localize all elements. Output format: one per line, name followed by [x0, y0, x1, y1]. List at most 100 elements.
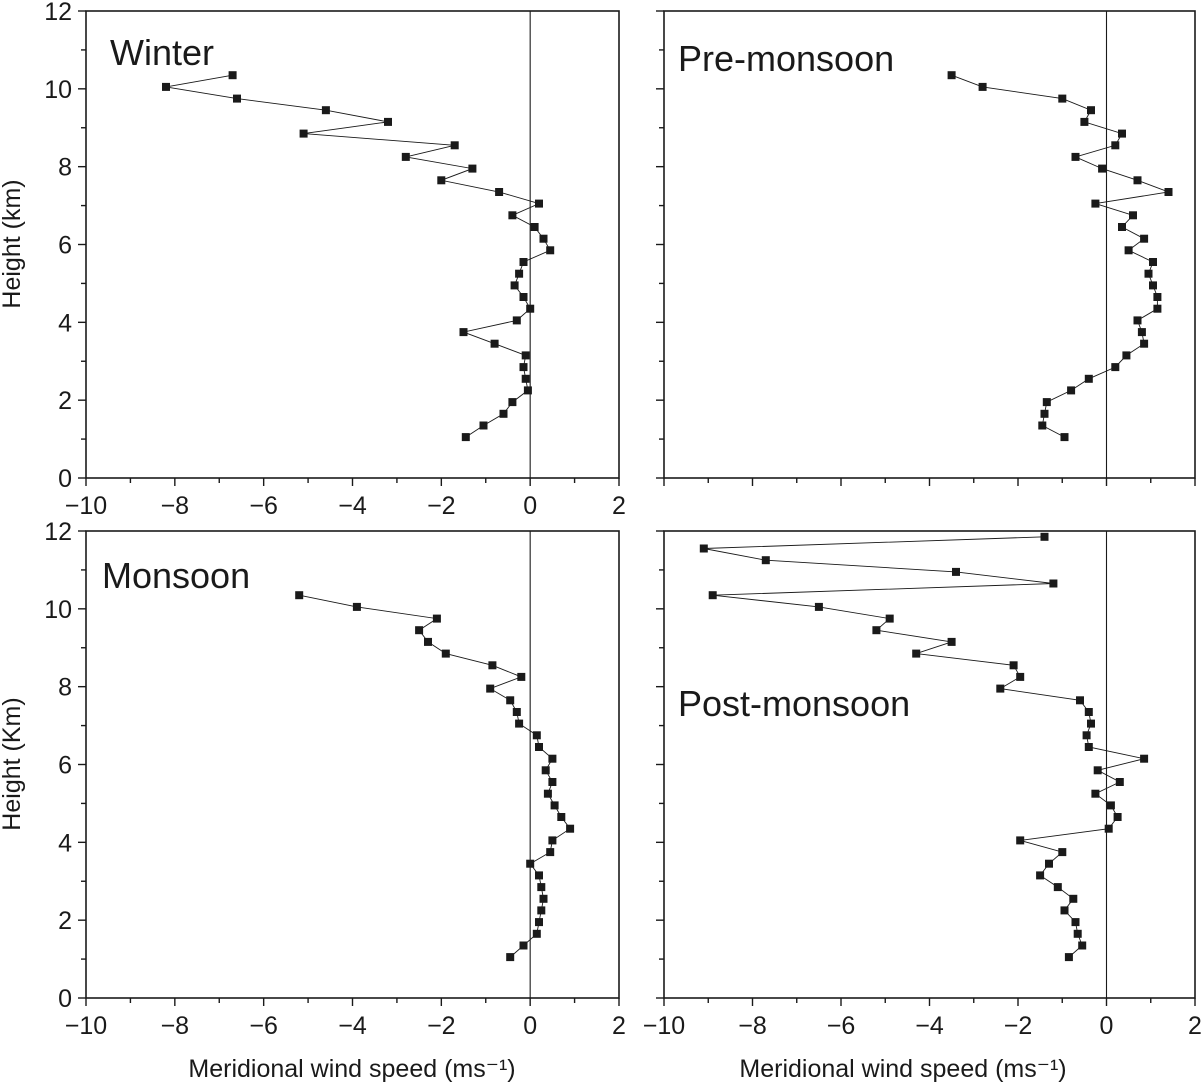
winter-x-tick-label: −4	[338, 492, 367, 520]
winter-data-point	[233, 94, 241, 103]
winter-data-point	[450, 141, 459, 150]
winter-x-tick-label: 2	[612, 492, 626, 520]
post-monsoon-data-point	[1069, 894, 1078, 903]
winter-data-point	[384, 117, 392, 126]
post-monsoon-data-point	[1093, 766, 1102, 775]
monsoon-y-tick-label: 4	[58, 829, 72, 857]
post-monsoon-x-tick-label: 2	[1188, 1012, 1202, 1040]
winter-x-tick-label: −10	[65, 492, 107, 520]
pre-monsoon-data-point	[1153, 293, 1162, 301]
post-monsoon-data-point	[1045, 859, 1053, 868]
pre-monsoon-data-point	[1140, 339, 1149, 348]
post-monsoon-data-point	[1060, 906, 1069, 915]
winter-profile-line	[165, 74, 551, 438]
monsoon-data-point	[515, 719, 524, 728]
pre-monsoon-data-point	[1133, 316, 1142, 325]
monsoon-data-point	[543, 789, 552, 798]
winter-data-point	[495, 188, 504, 196]
winter-data-point	[519, 293, 528, 301]
winter-data-point	[546, 246, 555, 255]
post-monsoon-panel-title: Post-monsoon	[678, 683, 910, 724]
pre-monsoon-data-point	[1118, 223, 1126, 231]
monsoon-x-tick-label: −8	[161, 1012, 190, 1040]
post-monsoon-data-point	[1064, 953, 1073, 962]
monsoon-data-point	[432, 614, 441, 623]
post-monsoon-x-tick-label: −6	[827, 1012, 856, 1040]
winter-y-tick-labels: 0 2 4 6 8 10 12	[44, 0, 72, 493]
winter-data-point	[523, 386, 532, 395]
winter-data-point	[459, 328, 468, 337]
monsoon-x-tick-labels: −10 −8 −6 −4 −2 0 2	[65, 1012, 626, 1040]
winter-series	[162, 71, 555, 442]
pre-monsoon-data-point	[1084, 374, 1093, 383]
monsoon-data-point	[537, 883, 546, 892]
monsoon-data-point	[548, 754, 557, 763]
monsoon-plot-frame	[85, 530, 620, 999]
winter-x-tick-labels: −10 −8 −6 −4 −2 0 2	[65, 492, 626, 520]
monsoon-data-point	[512, 708, 521, 716]
winter-data-point	[515, 269, 524, 278]
monsoon-data-point	[548, 778, 557, 786]
monsoon-y-tick-label: 0	[58, 985, 72, 1013]
winter-data-point	[299, 129, 308, 138]
monsoon-data-point	[532, 929, 541, 938]
post-monsoon-data-point	[1091, 789, 1100, 798]
post-monsoon-data-point	[952, 567, 960, 576]
monsoon-data-point	[539, 894, 548, 903]
post-monsoon-data-point	[1078, 941, 1087, 950]
post-monsoon-data-point	[1040, 532, 1049, 541]
monsoon-x-axis-title: Meridional wind speed (ms⁻¹)	[188, 1055, 515, 1083]
winter-data-point	[401, 152, 410, 161]
post-monsoon-data-point	[1049, 579, 1058, 588]
monsoon-data-point	[352, 602, 361, 611]
monsoon-data-point	[424, 637, 432, 646]
post-monsoon-data-point	[885, 614, 894, 623]
monsoon-data-point	[415, 626, 424, 635]
pre-monsoon-data-point	[1164, 188, 1173, 196]
post-monsoon-data-point	[1115, 778, 1124, 786]
post-monsoon-data-point	[1036, 871, 1045, 880]
post-monsoon-data-point	[761, 556, 770, 565]
pre-monsoon-data-point	[1111, 363, 1120, 372]
winter-x-tick-label: −6	[249, 492, 278, 520]
pre-monsoon-data-point	[1133, 176, 1142, 185]
winter-data-point	[519, 363, 528, 372]
post-monsoon-panel: Post-monsoon −10 −8 −6 −4 −2 0 2 Meridional wi…	[643, 530, 1202, 1083]
post-monsoon-data-point	[1084, 743, 1093, 751]
post-monsoon-data-point	[699, 544, 708, 553]
post-monsoon-plot-frame	[663, 530, 1196, 999]
winter-data-point	[521, 351, 530, 360]
winter-panel-title: Winter	[110, 32, 214, 73]
monsoon-data-point	[441, 649, 450, 658]
winter-y-tick-label: 8	[58, 154, 72, 182]
pre-monsoon-data-point	[1122, 351, 1131, 360]
monsoon-y-tick-label: 6	[58, 752, 72, 780]
winter-x-tick-label: 0	[523, 492, 537, 520]
monsoon-data-point	[546, 848, 555, 857]
post-monsoon-data-point	[708, 591, 717, 600]
winter-ticks	[78, 10, 620, 486]
monsoon-data-point	[486, 684, 495, 693]
winter-data-point	[508, 211, 517, 220]
monsoon-data-point	[535, 871, 543, 880]
pre-monsoon-data-point	[1153, 304, 1162, 313]
winter-data-point	[228, 71, 237, 80]
monsoon-y-axis-title: Height (Km)	[0, 697, 26, 830]
pre-monsoon-data-point	[1042, 398, 1051, 407]
post-monsoon-data-point	[1076, 696, 1084, 705]
monsoon-x-tick-label: −2	[427, 1012, 456, 1040]
winter-data-point	[535, 199, 543, 208]
winter-y-tick-label: 4	[58, 309, 72, 337]
monsoon-y-tick-label: 2	[58, 907, 72, 935]
winter-y-tick-label: 0	[58, 465, 72, 493]
pre-monsoon-data-point	[1140, 234, 1149, 243]
monsoon-data-point	[519, 941, 528, 950]
winter-data-point	[519, 258, 528, 266]
post-monsoon-x-tick-label: −4	[915, 1012, 944, 1040]
post-monsoon-data-point	[996, 684, 1005, 693]
post-monsoon-data-point	[1087, 719, 1095, 728]
pre-monsoon-data-point	[1040, 409, 1049, 418]
post-monsoon-x-tick-label: −10	[643, 1012, 685, 1040]
pre-monsoon-data-point	[1087, 106, 1095, 115]
post-monsoon-data-point	[1073, 929, 1082, 938]
